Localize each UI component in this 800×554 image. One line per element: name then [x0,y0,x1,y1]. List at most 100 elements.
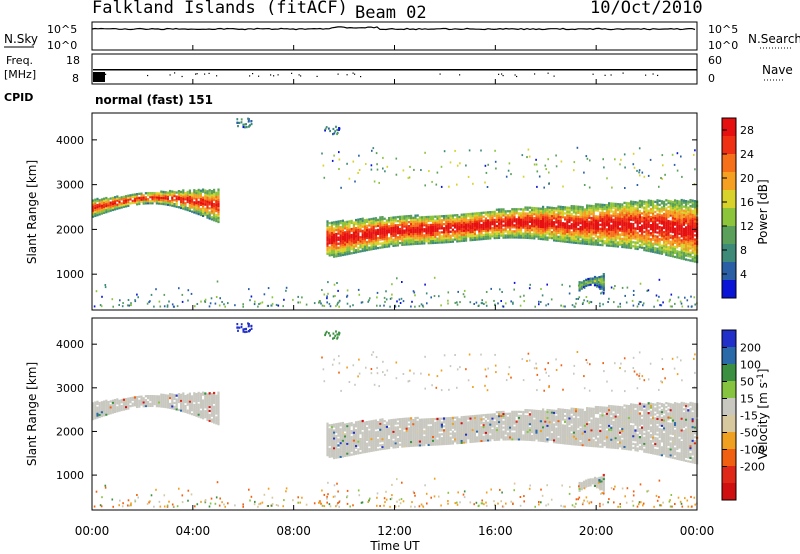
power-cell [566,236,569,240]
power-cell [603,218,606,221]
power-cell [506,226,509,229]
power-cell [460,237,463,241]
power-cell [361,237,364,241]
power-cell [443,233,446,236]
power-cell [467,225,470,228]
velocity-cell [142,405,145,408]
freq-point [382,69,384,71]
power-cell [180,196,183,200]
power-cell [219,297,221,300]
power-cell [197,206,200,210]
velocity-cell [215,402,218,405]
power-cell [378,181,380,184]
power-cell [122,203,125,207]
power-cell [632,229,635,232]
power-cell [263,293,266,296]
power-cell [410,241,413,244]
freq-point [606,69,608,71]
velocity-cell [160,397,163,400]
power-cell [168,300,170,303]
power-cell [422,305,425,308]
power-cell [177,196,180,199]
velocity-cell [180,393,183,396]
freq-point [627,69,629,71]
power-cell [92,209,95,212]
power-cell [579,220,582,223]
velocity-cell [129,397,132,400]
velocity-cell [151,398,154,402]
power-cell [458,215,461,219]
freq-point [490,69,492,71]
power-cell [630,238,633,242]
power-cell [627,238,630,241]
power-cell [462,219,465,222]
power-cell [612,204,615,207]
power-cell [399,231,402,235]
power-cell [456,240,459,243]
power-cell [421,234,424,237]
power-cell [390,230,393,234]
power-cell [676,228,679,231]
power-cell [548,208,551,211]
power-cell [401,241,404,245]
velocity-cell [103,412,106,415]
power-cell [575,231,578,234]
power-cell [685,208,688,211]
power-cell [339,222,342,225]
power-cell [383,245,386,249]
power-cell [680,249,683,252]
power-cell [641,230,644,233]
nave-point [277,74,279,76]
velocity-cell [105,399,108,402]
power-cell [498,216,501,219]
power-cell [689,255,692,258]
power-cell [586,230,589,233]
power-cell [328,250,331,253]
power-cell [335,249,338,252]
freq-point [315,69,317,71]
power-cell [583,228,586,231]
power-cell [158,202,161,205]
power-cell [363,243,366,246]
power-cell [465,217,468,220]
freq-point [309,69,311,71]
power-cell [171,196,174,199]
power-cell [511,222,514,225]
power-cell [594,205,597,208]
power-cell [594,219,597,222]
power-cell [341,221,344,224]
power-cell [423,240,426,243]
power-cell [685,220,688,223]
power-cell [473,232,476,235]
power-cell [465,233,468,236]
power-cell [625,210,628,213]
power-cell [377,230,380,234]
power-cell [665,241,668,244]
power-cell [647,217,650,220]
freq-point [603,69,605,71]
freq-point [118,69,120,71]
power-cell [623,227,626,231]
power-cell [202,206,205,209]
power-cell [608,220,611,223]
velocity-cell [155,397,158,400]
power-cell [140,192,143,195]
power-cell [660,234,663,237]
power-cell [346,222,349,226]
power-cell [405,239,408,242]
power-cell [663,233,666,236]
velocity-cell [326,424,329,427]
power-cell [447,228,450,232]
power-cell [191,192,194,195]
freq-point [330,69,332,71]
power-cell [533,163,536,166]
power-cell [587,277,590,281]
power-cell [383,243,386,247]
freq-point [456,69,458,71]
velocity-cell [193,405,196,409]
power-cell [164,199,167,202]
power-cell [175,197,178,200]
velocity-cell [122,400,125,403]
power-cell [158,194,161,197]
freq-point [157,69,159,71]
